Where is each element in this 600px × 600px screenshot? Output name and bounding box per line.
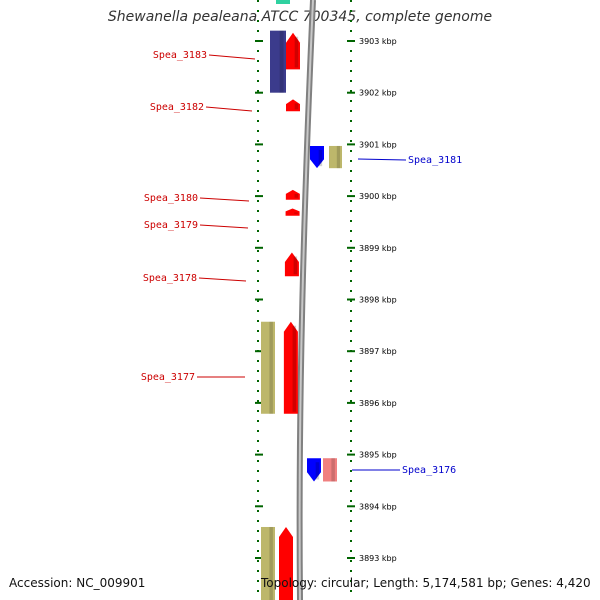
gene-arrow-shade [315,462,320,480]
accession-label: Accession: NC_009901 [9,576,146,590]
feature-bar-pink-shade [331,458,335,482]
scale-tick-label: 3900 kbp [359,192,397,201]
scale-tick-label: 3896 kbp [359,399,397,408]
gene-arrow-spea-3183 [286,32,300,70]
gene-callout-line [198,277,247,282]
gene-arrow-spea-3182 [286,99,300,112]
gene-label-spea-3176: Spea_3176 [402,465,456,476]
feature-bar-khaki [261,526,275,600]
gene-label-spea-3181: Spea_3181 [408,155,462,166]
scale-tick-label: 3899 kbp [359,244,397,253]
gene-callout-line [199,197,250,202]
gene-arrow-shade [318,149,323,167]
gene-callout-line [357,158,407,161]
feature-bar-navy-shade [279,30,284,93]
scale-tick-label: 3898 kbp [359,296,397,305]
scale-tick-label: 3901 kbp [359,140,397,149]
backbone-highlight [298,0,314,600]
gene-arrow-spea-3181 [310,145,324,169]
scale-tick-label: 3902 kbp [359,89,397,98]
feature-bar-khaki [261,321,275,414]
feature-bar-pink [323,458,337,482]
gene-arrow-shade [292,325,297,412]
feature-bar-khaki-shade [269,321,273,414]
gene-arrow-shade [294,212,298,214]
gene-label-spea-3179: Spea_3179 [144,220,198,231]
gene-arrow-shade [294,103,299,110]
scale-tick-label: 3893 kbp [359,554,397,563]
feature-bar-navy [270,30,286,93]
gene-label-spea-3180: Spea_3180 [144,193,198,204]
gene-label-spea-3178: Spea_3178 [143,273,197,284]
gene-label-spea-3177: Spea_3177 [141,372,195,383]
gene-arrow-spea-3176 [307,458,321,482]
feature-bar-khaki [329,145,342,169]
gene-label-spea-3182: Spea_3182 [150,102,204,113]
gene-callout-line [208,54,256,60]
gene-label-spea-3183: Spea_3183 [153,50,207,61]
feature-top-sliver [276,0,290,4]
gene-arrow-spea-3180 [285,189,300,200]
gene-arrow-spea-3177 [283,321,298,414]
scale-tick-label: 3894 kbp [359,502,397,511]
gene-arrow-partial [279,526,293,600]
scale-tick-label: 3895 kbp [359,451,397,460]
gene-arrow-spea-3179 [285,208,300,216]
scale-tick-label: 3903 kbp [359,37,397,46]
feature-bar-khaki-shade [269,526,273,600]
gene-arrow-shade [294,193,299,198]
gene-arrow-shade [293,256,298,275]
map-title: Shewanella pealeana ATCC 700345, complet… [107,9,493,25]
gene-arrow-spea-3178 [284,252,299,277]
gene-arrow-shade [294,36,299,68]
gene-callout-line [199,224,249,229]
scale-tick-label: 3897 kbp [359,347,397,356]
gene-callout-line [205,106,253,112]
genome-summary-label: Topology: circular; Length: 5,174,581 bp… [261,576,591,590]
feature-bar-khaki-shade [336,145,341,169]
